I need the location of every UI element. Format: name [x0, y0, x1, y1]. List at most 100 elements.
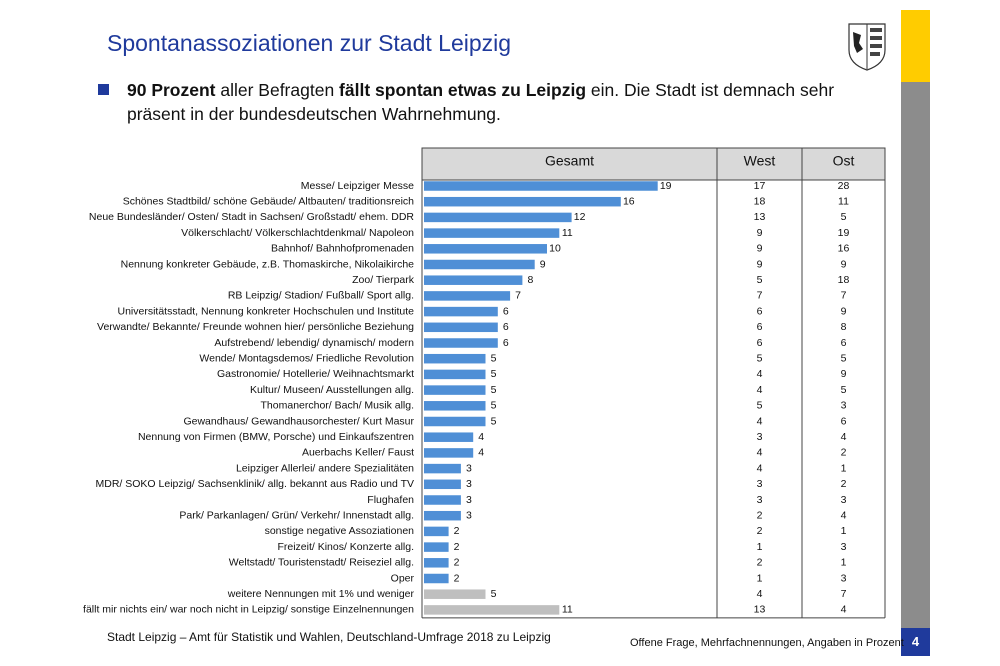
- value-label: 6: [503, 321, 509, 333]
- category-label: Schönes Stadtbild/ schöne Gebäude/ Altba…: [123, 195, 414, 207]
- category-label: Park/ Parkanlagen/ Grün/ Verkehr/ Innens…: [179, 509, 414, 521]
- bar: [424, 448, 474, 458]
- column-header: Gesamt: [545, 153, 594, 169]
- bar: [424, 275, 523, 285]
- bar: [424, 322, 498, 333]
- table-cell: 4: [757, 588, 763, 600]
- table-cell: 2: [757, 525, 763, 537]
- table-cell: 5: [841, 211, 847, 223]
- table-cell: 13: [754, 211, 766, 223]
- value-label: 3: [466, 478, 472, 490]
- value-label: 2: [454, 557, 460, 569]
- table-cell: 5: [757, 352, 763, 364]
- value-label: 11: [562, 227, 573, 239]
- category-label: Nennung von Firmen (BMW, Porsche) und Ei…: [138, 431, 414, 443]
- category-label: Universitätsstadt, Nennung konkreter Hoc…: [118, 305, 415, 317]
- category-label: Messe/ Leipziger Messe: [301, 180, 414, 192]
- category-label: Neue Bundesländer/ Osten/ Stadt in Sachs…: [89, 211, 415, 223]
- bar: [424, 558, 449, 568]
- value-label: 5: [491, 415, 497, 427]
- coat-of-arms: [848, 23, 886, 71]
- category-label: Völkerschlacht/ Völkerschlachtdenkmal/ N…: [181, 227, 414, 239]
- bar: [424, 495, 461, 505]
- table-cell: 7: [841, 588, 847, 600]
- table-cell: 9: [757, 243, 763, 255]
- category-label: Thomanerchor/ Bach/ Musik allg.: [261, 400, 414, 412]
- footer-source: Stadt Leipzig – Amt für Statistik und Wa…: [107, 630, 551, 644]
- value-label: 7: [515, 290, 521, 302]
- bullet-run: aller Befragten: [215, 80, 340, 100]
- bar: [424, 385, 486, 395]
- value-label: 4: [478, 431, 484, 443]
- table-cell: 2: [757, 557, 763, 569]
- bar: [424, 338, 498, 348]
- table-cell: 3: [757, 431, 763, 443]
- category-label: sonstige negative Assoziationen: [265, 525, 415, 537]
- value-label: 2: [454, 572, 460, 584]
- table-cell: 16: [838, 243, 850, 255]
- table-cell: 18: [838, 274, 850, 286]
- category-label: Weltstadt/ Touristenstadt/ Reiseziel all…: [229, 557, 414, 569]
- table-cell: 4: [841, 604, 847, 616]
- value-label: 19: [660, 180, 672, 192]
- category-label: Freizeit/ Kinos/ Konzerte allg.: [277, 541, 414, 553]
- category-label: Gastronomie/ Hotellerie/ Weihnachtsmarkt: [217, 368, 414, 380]
- bar: [424, 526, 449, 537]
- value-label: 10: [549, 243, 561, 255]
- table-cell: 1: [841, 525, 847, 537]
- table-cell: 5: [757, 400, 763, 412]
- bar: [424, 589, 486, 599]
- table-cell: 2: [841, 447, 847, 459]
- table-cell: 4: [757, 368, 763, 380]
- value-label: 3: [466, 509, 472, 521]
- bullet-text: 90 Prozent aller Befragten fällt spontan…: [127, 78, 872, 126]
- value-label: 3: [466, 462, 472, 474]
- table-cell: 11: [838, 195, 849, 207]
- category-label: weitere Nennungen mit 1% und weniger: [227, 588, 415, 600]
- bar: [424, 228, 560, 238]
- table-cell: 3: [841, 400, 847, 412]
- table-cell: 2: [757, 509, 763, 521]
- category-label: MDR/ SOKO Leipzig/ Sachsenklinik/ allg. …: [96, 478, 414, 490]
- side-stripe: [901, 82, 930, 628]
- column-header: Ost: [833, 153, 855, 169]
- value-label: 2: [454, 541, 460, 553]
- table-cell: 9: [841, 305, 847, 317]
- table-cell: 7: [841, 290, 847, 302]
- value-label: 4: [478, 447, 484, 459]
- bar: [424, 463, 461, 474]
- table-cell: 3: [841, 541, 847, 553]
- category-label: Zoo/ Tierpark: [352, 274, 415, 286]
- value-label: 5: [491, 384, 497, 396]
- table-cell: 9: [841, 258, 847, 270]
- table-cell: 13: [754, 604, 766, 616]
- bar: [424, 353, 486, 364]
- value-label: 6: [503, 305, 509, 317]
- bullet-marker: [98, 84, 109, 95]
- table-cell: 28: [838, 180, 850, 192]
- bullet-run: ein. Die Stadt ist demnach sehr präsent …: [127, 80, 835, 124]
- table-cell: 17: [754, 180, 766, 192]
- value-label: 5: [491, 352, 497, 364]
- side-stripe: [901, 10, 930, 82]
- table-cell: 6: [841, 337, 847, 349]
- table-cell: 1: [841, 557, 847, 569]
- bar: [424, 605, 560, 615]
- value-label: 9: [540, 258, 546, 270]
- category-label: Gewandhaus/ Gewandhausorchester/ Kurt Ma…: [183, 415, 414, 427]
- value-label: 11: [562, 604, 573, 616]
- table-cell: 8: [841, 321, 847, 333]
- bar: [424, 479, 461, 490]
- page-number: 4: [901, 628, 930, 656]
- table-cell: 5: [841, 384, 847, 396]
- table-cell: 18: [754, 195, 766, 207]
- bullet-run: 90 Prozent: [127, 80, 216, 100]
- column-header: West: [744, 153, 776, 169]
- bar: [424, 369, 486, 380]
- table-cell: 3: [841, 494, 847, 506]
- table-cell: 7: [757, 290, 763, 302]
- value-label: 3: [466, 494, 472, 506]
- table-cell: 5: [757, 274, 763, 286]
- bar: [424, 416, 486, 427]
- bar: [424, 181, 658, 191]
